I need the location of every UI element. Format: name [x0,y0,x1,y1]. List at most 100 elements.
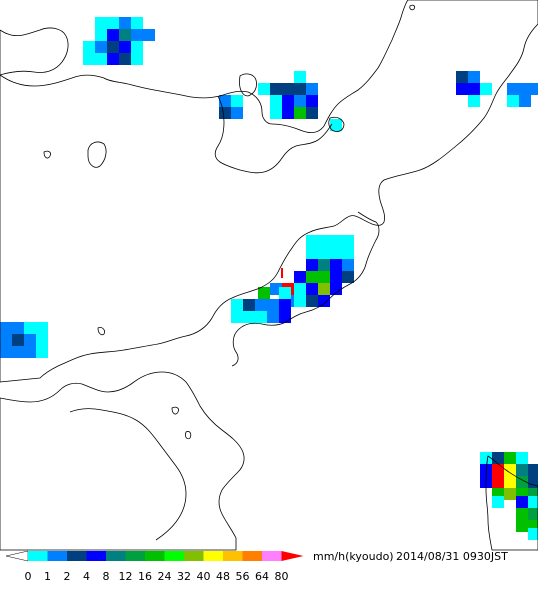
rain-cell [231,311,243,323]
rain-cell [243,311,255,323]
rain-cell [107,17,119,29]
rain-cell [119,41,131,53]
rain-cell [83,41,95,53]
rain-cell [119,17,131,29]
rain-cell [306,259,318,271]
rain-cell [507,95,519,107]
rain-cell [243,299,255,311]
rain-cell [0,346,12,358]
legend-tick-label: 56 [236,570,250,583]
rain-cell [306,283,318,295]
rain-cell [294,271,306,283]
rain-cell [231,95,243,107]
legend-tick-label: 80 [275,570,289,583]
rain-cell [294,295,306,307]
rain-cell [282,107,294,119]
legend-tick-label: 0 [25,570,32,583]
coastline-island-middle-b [43,150,51,159]
rain-cell [318,271,330,283]
legend-over-arrow [281,551,304,561]
rain-overlay [0,17,538,540]
rain-cell [531,83,538,95]
legend-color-swatch [28,551,48,561]
rain-cell [528,476,538,488]
legend-color-swatch [223,551,243,561]
rain-cell [0,322,12,334]
rain-cell [318,247,330,259]
rain-cell [330,259,342,271]
rain-cell [270,107,282,119]
coastline-lower-islet-a [171,406,179,415]
rain-cell [282,83,294,95]
legend-tick-label: 32 [177,570,191,583]
legend-color-swatch [47,551,67,561]
rain-cell [528,488,538,500]
rain-cell [516,476,528,488]
legend-color-swatch [242,551,262,561]
rain-cell [107,41,119,53]
coastline-island-inner-a [239,73,257,97]
rain-cell [456,83,468,95]
rain-cell [95,41,107,53]
rain-cell [36,346,48,358]
rain-cell [258,83,270,95]
coastline-bay-upper [214,95,333,174]
rain-cell [294,95,306,107]
rain-cell [492,464,504,476]
rain-cell [480,83,492,95]
rain-cell [107,29,119,41]
rain-cell [306,83,318,95]
rain-cell [131,17,143,29]
rain-cell [306,247,318,259]
rain-cell [492,452,504,464]
legend-tick-label: 2 [64,570,71,583]
rain-cell [270,83,282,95]
rain-cell [528,496,538,508]
rain-cell [528,464,538,476]
coastline-northwest-island [0,27,69,76]
rain-cell [231,299,243,311]
legend-tick-label: 40 [197,570,211,583]
legend-color-swatch [203,551,223,561]
rain-cell [468,95,480,107]
rain-cell [258,287,270,299]
location-marker [281,268,283,278]
coastline-east-peninsula [231,211,380,367]
rain-cell [330,283,342,295]
rain-cell [12,334,24,346]
rain-cell [468,71,480,83]
rain-cell [492,476,504,488]
rain-cell [516,520,528,532]
rain-cell [330,119,342,131]
legend-tick-label: 48 [216,570,230,583]
coastline-southeast [485,455,538,551]
rain-cell [12,322,24,334]
rain-cell [318,295,330,307]
rain-cell [330,247,342,259]
rain-cell [504,464,516,476]
legend-color-swatch [184,551,204,561]
rain-cell [255,311,267,323]
legend-tick-label: 1 [44,570,51,583]
coastline-layer [0,0,538,551]
rain-cell [12,346,24,358]
rain-cell [342,247,354,259]
rain-cell [342,235,354,247]
rain-cell [279,287,291,299]
coastline-lower-bay [69,408,187,541]
rain-cell [255,299,267,311]
rain-cell [504,452,516,464]
legend-tick-label: 16 [138,570,152,583]
rain-cell [270,95,282,107]
legend-color-swatch [164,551,184,561]
rain-cell [492,496,504,508]
rain-cell [468,83,480,95]
rain-cell [306,235,318,247]
rain-cell [342,271,354,283]
rain-cell [306,295,318,307]
legend-tick-label: 24 [158,570,172,583]
rain-cell [294,283,306,295]
legend-color-swatch [67,551,87,561]
coastline-lower-islet-c [97,327,105,336]
